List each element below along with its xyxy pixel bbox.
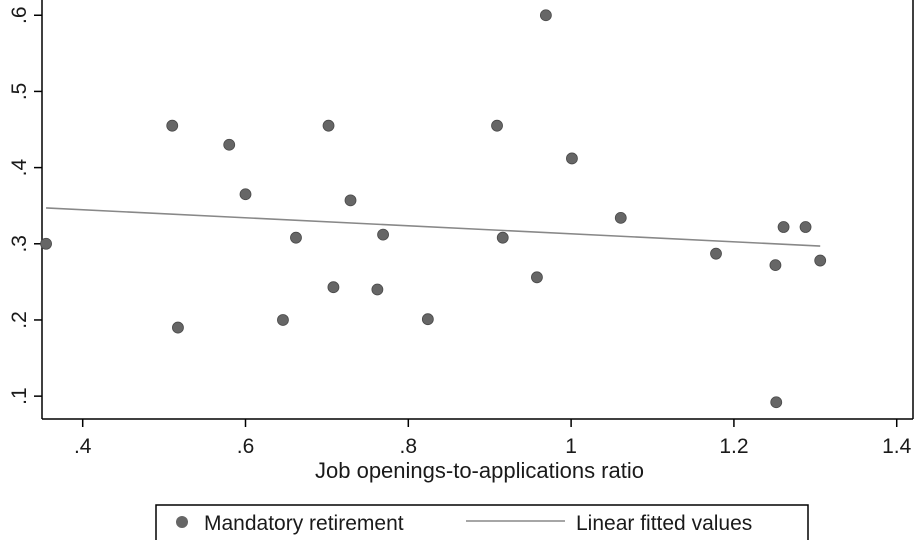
x-tick-label: .4 xyxy=(74,435,92,458)
y-tick-label: .5 xyxy=(8,83,31,101)
scatter-point xyxy=(327,281,340,294)
scatter-point xyxy=(614,211,627,224)
x-axis-title: Job openings-to-applications ratio xyxy=(315,458,644,483)
scatter-point xyxy=(377,228,389,241)
scatter-point xyxy=(531,271,543,284)
scatter-point xyxy=(223,138,236,151)
scatter-point xyxy=(166,119,179,132)
scatter-point xyxy=(799,221,812,233)
y-tick-label: .3 xyxy=(8,235,31,253)
scatter-point xyxy=(496,231,509,244)
y-tick-label: .1 xyxy=(8,387,31,405)
scatter-point xyxy=(344,194,357,207)
fitted-line xyxy=(46,207,821,247)
scatter-point xyxy=(769,259,782,272)
legend-marker-icon xyxy=(176,516,188,528)
scatter-point xyxy=(290,231,302,244)
x-tick-label: 1.2 xyxy=(719,435,748,458)
x-tick-label: 1 xyxy=(565,435,577,458)
scatter-point xyxy=(710,247,722,260)
scatter-point xyxy=(491,119,503,132)
x-axis: .4 .6 .8 1 1.2 1.4 xyxy=(74,419,912,458)
scatter-point xyxy=(814,254,827,267)
plot-area xyxy=(41,0,914,420)
scatter-point xyxy=(566,152,578,165)
x-tick-label: 1.4 xyxy=(882,435,912,458)
scatter-point xyxy=(277,314,289,326)
legend-box xyxy=(155,504,809,540)
scatter-point xyxy=(40,237,52,250)
x-tick-label: .6 xyxy=(237,435,255,458)
scatter-points-layer xyxy=(40,9,827,409)
scatter-point xyxy=(777,221,790,233)
scatter-point xyxy=(770,396,783,409)
scatter-point xyxy=(172,321,184,334)
y-axis: .1 .2 .3 .4 .5 .6 xyxy=(8,6,42,405)
fitted-line-layer xyxy=(46,207,821,247)
legend-label-mandatory-retirement: Mandatory retirement xyxy=(204,512,404,535)
scatter-point xyxy=(421,313,434,326)
x-tick-label: .8 xyxy=(400,435,418,458)
scatter-point xyxy=(239,188,252,201)
scatter-point xyxy=(539,9,552,22)
scatter-point xyxy=(371,283,384,296)
y-tick-label: .4 xyxy=(8,159,31,177)
scatter-point xyxy=(322,119,335,132)
legend-label-linear-fitted-values: Linear fitted values xyxy=(576,512,752,535)
legend: Mandatory retirement Linear fitted value… xyxy=(155,504,809,540)
y-tick-label: .6 xyxy=(8,6,31,24)
y-tick-label: .2 xyxy=(8,311,31,329)
